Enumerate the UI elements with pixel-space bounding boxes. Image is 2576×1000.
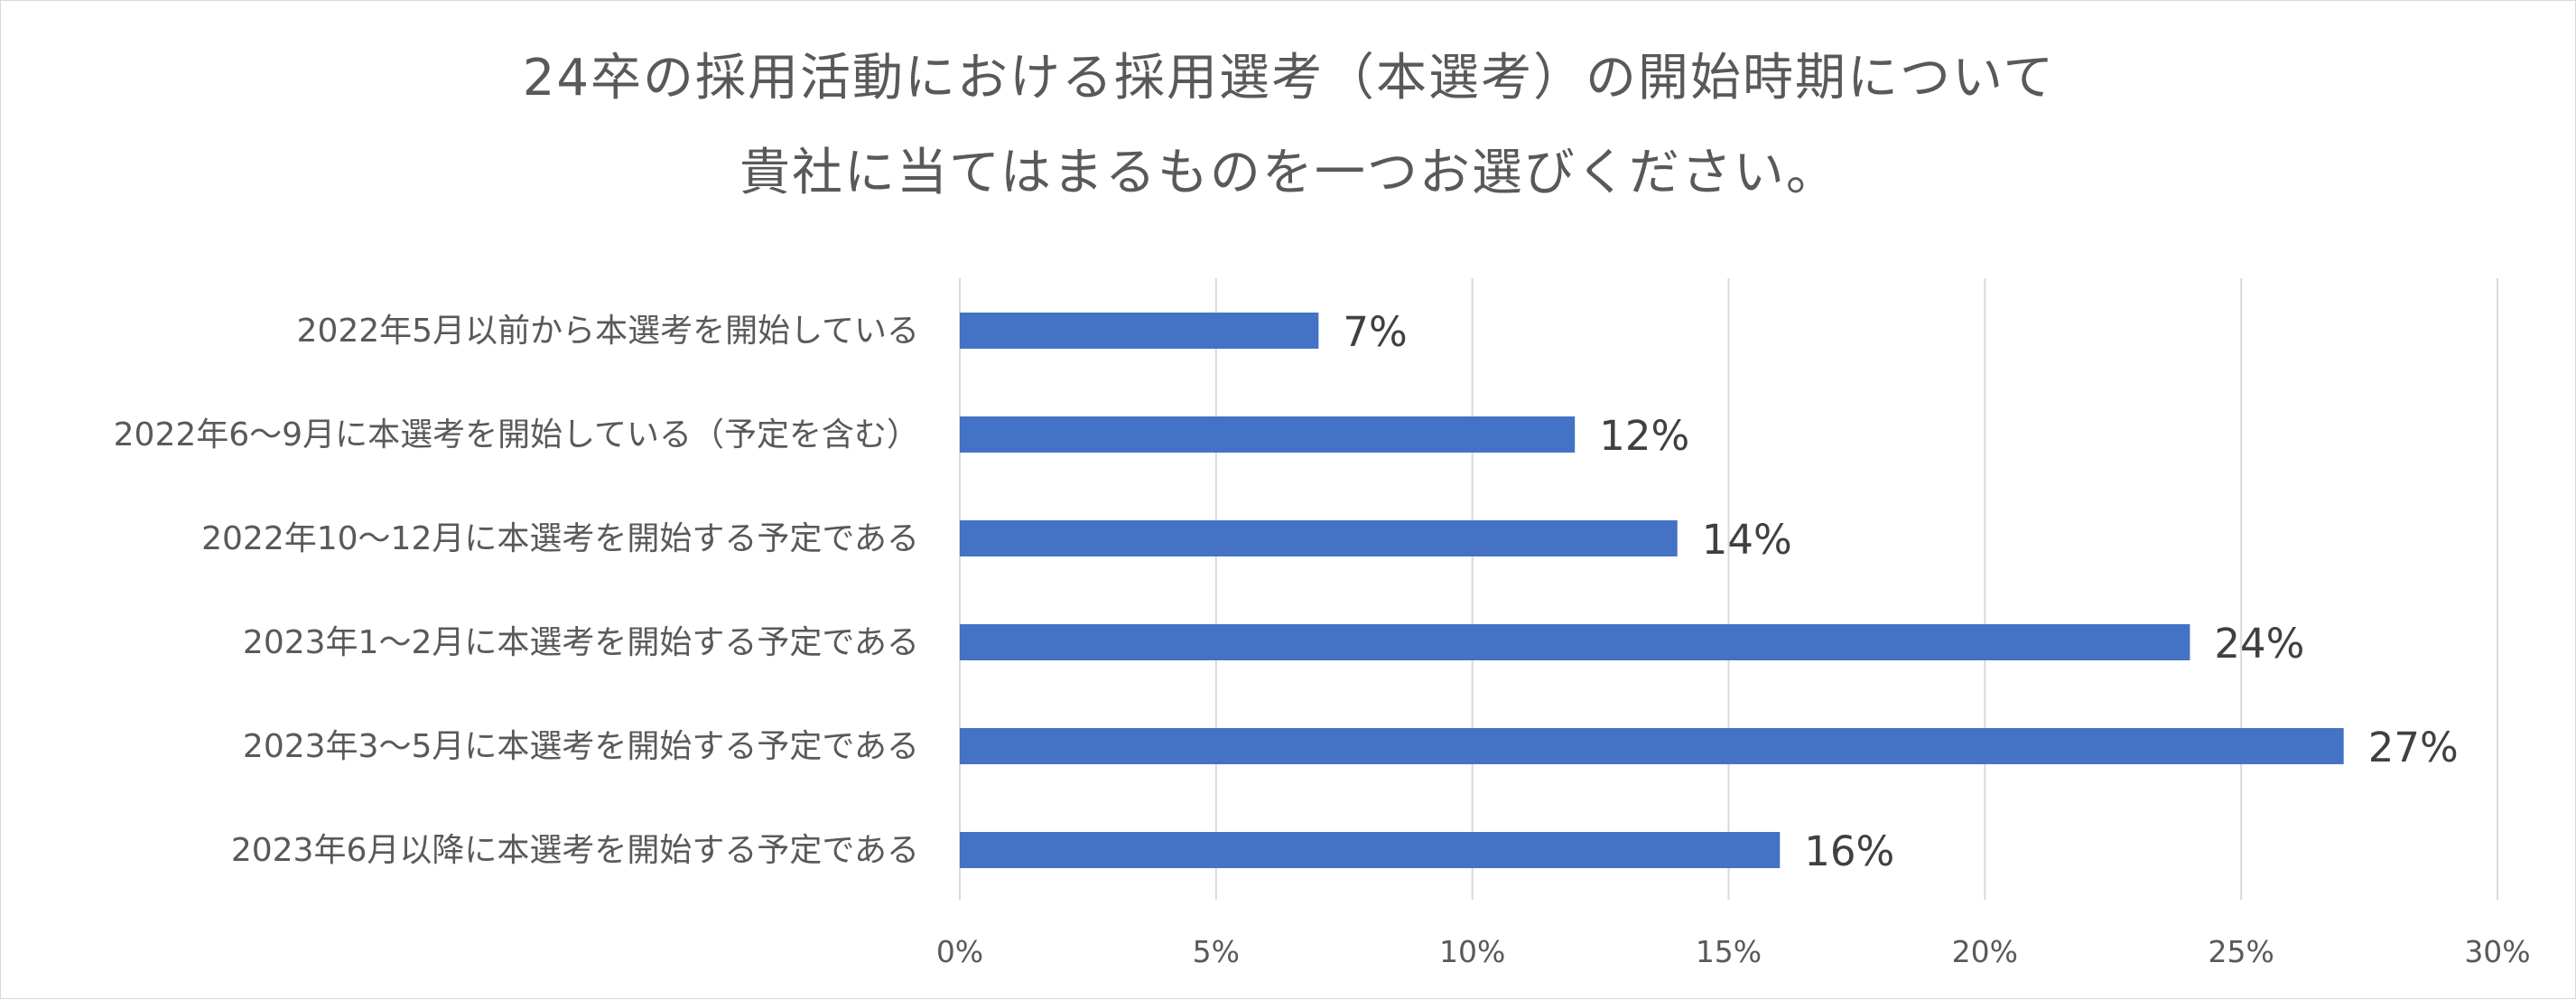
bar-1 bbox=[960, 313, 1319, 349]
x-tick-label-5: 5% bbox=[1193, 934, 1240, 969]
category-label-2: 2022年6〜9月に本選考を開始している（予定を含む） bbox=[114, 416, 919, 453]
chart-title-line-2: 貴社に当てはまるものを一つお選びください。 bbox=[739, 144, 1838, 202]
bar-2 bbox=[960, 416, 1576, 453]
x-tick-label-20: 20% bbox=[1952, 934, 2018, 969]
data-label-1: 7% bbox=[1343, 308, 1407, 356]
category-label-3: 2022年10〜12月に本選考を開始する予定である bbox=[201, 520, 919, 557]
bar-4 bbox=[960, 624, 2190, 660]
category-label-6: 2023年6月以降に本選考を開始する予定である bbox=[231, 832, 919, 869]
bar-3 bbox=[960, 520, 1678, 556]
data-label-6: 16% bbox=[1804, 827, 1894, 875]
data-label-3: 14% bbox=[1702, 516, 1792, 564]
x-tick-label-10: 10% bbox=[1439, 934, 1505, 969]
data-label-4: 24% bbox=[2214, 620, 2304, 668]
x-tick-label-0: 0% bbox=[936, 934, 983, 969]
x-tick-label-25: 25% bbox=[2208, 934, 2274, 969]
bar-5 bbox=[960, 728, 2344, 764]
category-label-4: 2023年1〜2月に本選考を開始する予定である bbox=[243, 624, 919, 661]
data-label-2: 12% bbox=[1599, 412, 1689, 460]
category-label-5: 2023年3〜5月に本選考を開始する予定である bbox=[243, 728, 919, 765]
bar-6 bbox=[960, 832, 1781, 868]
data-label-5: 27% bbox=[2368, 724, 2459, 771]
x-tick-label-15: 15% bbox=[1696, 934, 1762, 969]
chart-title-line-1: 24卒の採用活動における採用選考（本選考）の開始時期について bbox=[522, 49, 2056, 107]
category-label-1: 2022年5月以前から本選考を開始している bbox=[297, 313, 919, 350]
x-tick-label-30: 30% bbox=[2464, 934, 2530, 969]
